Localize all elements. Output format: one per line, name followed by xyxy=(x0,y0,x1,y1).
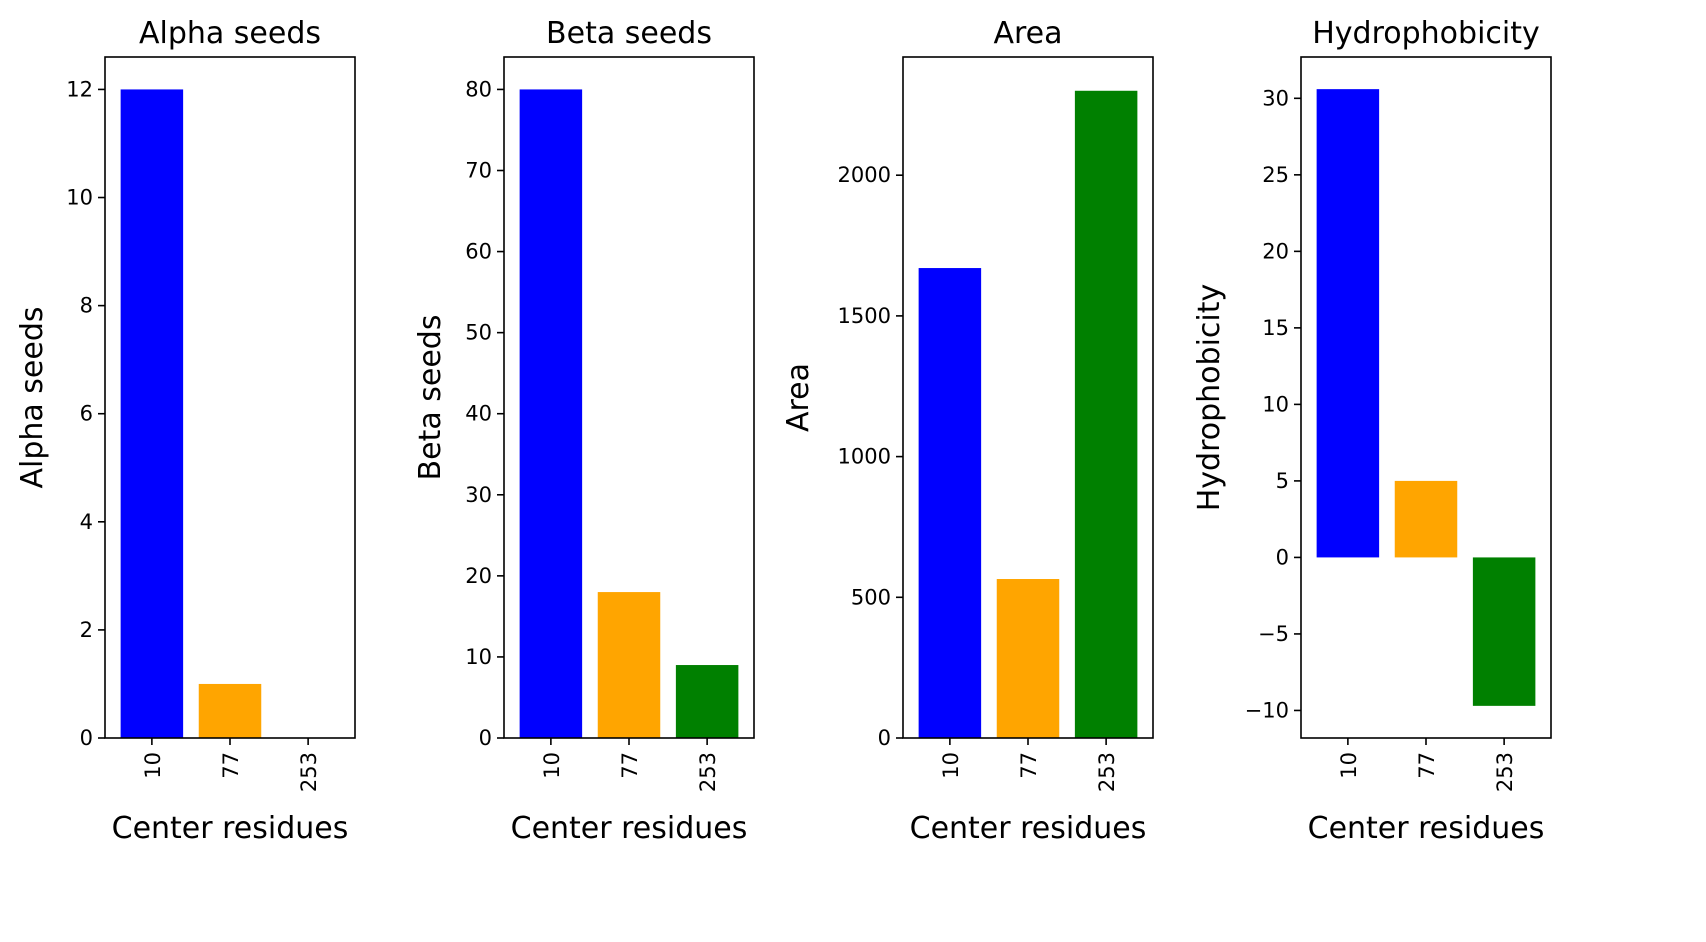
y-tick-label: 0 xyxy=(479,726,492,750)
y-tick-label: 15 xyxy=(1262,316,1289,340)
subplot-2: 0 10 20 30 40 50 60 70 80 10 77 253 Beta seeds Center… xyxy=(413,16,755,846)
y-tick-label: 25 xyxy=(1262,163,1289,187)
y-tick-label: 4 xyxy=(80,510,93,534)
bar-77 xyxy=(198,683,262,738)
y-tick-label: 2 xyxy=(80,618,93,642)
bar-253 xyxy=(675,665,739,738)
x-axis-label: Center residues xyxy=(910,811,1147,846)
x-axis-label: Center residues xyxy=(112,811,349,846)
bar-10 xyxy=(918,268,982,738)
y-axis-label: Area xyxy=(781,363,816,432)
x-tick-label: 253 xyxy=(696,752,720,792)
y-tick-label: 8 xyxy=(80,294,93,318)
y-axis-label: Hydrophobicity xyxy=(1192,284,1227,512)
bar-253 xyxy=(1472,557,1536,706)
bar-77 xyxy=(996,579,1060,738)
x-tick-label: 10 xyxy=(939,752,963,779)
x-tick-label: 77 xyxy=(219,752,243,779)
x-tick-label: 253 xyxy=(1095,752,1119,792)
y-tick-label: 10 xyxy=(66,186,93,210)
y-tick-label: 0 xyxy=(878,726,891,750)
y-tick-label: −5 xyxy=(1258,622,1289,646)
y-tick-label: 30 xyxy=(465,483,492,507)
subplot-title: Beta seeds xyxy=(546,16,712,51)
y-tick-label: 6 xyxy=(80,402,93,426)
y-tick-label: 10 xyxy=(465,645,492,669)
y-tick-label: 0 xyxy=(80,726,93,750)
y-axis-label: Beta seeds xyxy=(413,315,448,481)
x-tick-label: 10 xyxy=(540,752,564,779)
bar-77 xyxy=(1394,480,1458,558)
y-tick-label: 20 xyxy=(1262,239,1289,263)
x-tick-label: 10 xyxy=(141,752,165,779)
bar-77 xyxy=(597,592,661,738)
bar-10 xyxy=(519,89,583,739)
y-tick-label: −10 xyxy=(1245,698,1289,722)
subplot-title: Hydrophobicity xyxy=(1312,16,1540,51)
x-tick-label: 77 xyxy=(1415,752,1439,779)
y-tick-label: 1500 xyxy=(838,304,891,328)
y-tick-label: 1000 xyxy=(838,445,891,469)
subplot-title: Area xyxy=(993,16,1062,51)
subplot-title: Alpha seeds xyxy=(139,16,321,51)
y-tick-label: 60 xyxy=(465,240,492,264)
bar-10 xyxy=(120,89,184,739)
y-tick-label: 80 xyxy=(465,77,492,101)
subplot-4: −10 −5 0 5 10 15 20 25 30 10 77 253 Hydrophobicity Ce… xyxy=(1192,16,1552,846)
y-tick-label: 0 xyxy=(1276,545,1289,569)
x-tick-label: 77 xyxy=(1017,752,1041,779)
y-tick-label: 10 xyxy=(1262,392,1289,416)
x-tick-label: 253 xyxy=(1493,752,1517,792)
bar-253 xyxy=(1074,90,1138,738)
x-tick-label: 77 xyxy=(618,752,642,779)
x-tick-label: 253 xyxy=(297,752,321,792)
y-tick-label: 12 xyxy=(66,77,93,101)
y-tick-label: 50 xyxy=(465,321,492,345)
y-tick-label: 40 xyxy=(465,402,492,426)
x-axis-label: Center residues xyxy=(1308,811,1545,846)
y-tick-label: 5 xyxy=(1276,469,1289,493)
x-tick-label: 10 xyxy=(1337,752,1361,779)
subplot-3: 0 500 1000 1500 2000 10 77 253 Area Center residu… xyxy=(781,16,1154,846)
y-tick-label: 20 xyxy=(465,564,492,588)
y-tick-label: 70 xyxy=(465,159,492,183)
subplot-1: 0 2 4 6 8 10 12 10 77 253 Alpha seeds Center residu… xyxy=(15,16,356,846)
bar-10 xyxy=(1316,89,1380,558)
x-axis-label: Center residues xyxy=(511,811,748,846)
y-tick-label: 2000 xyxy=(838,163,891,187)
y-tick-label: 30 xyxy=(1262,86,1289,110)
y-axis-label: Alpha seeds xyxy=(15,306,50,488)
y-tick-label: 500 xyxy=(851,585,891,609)
